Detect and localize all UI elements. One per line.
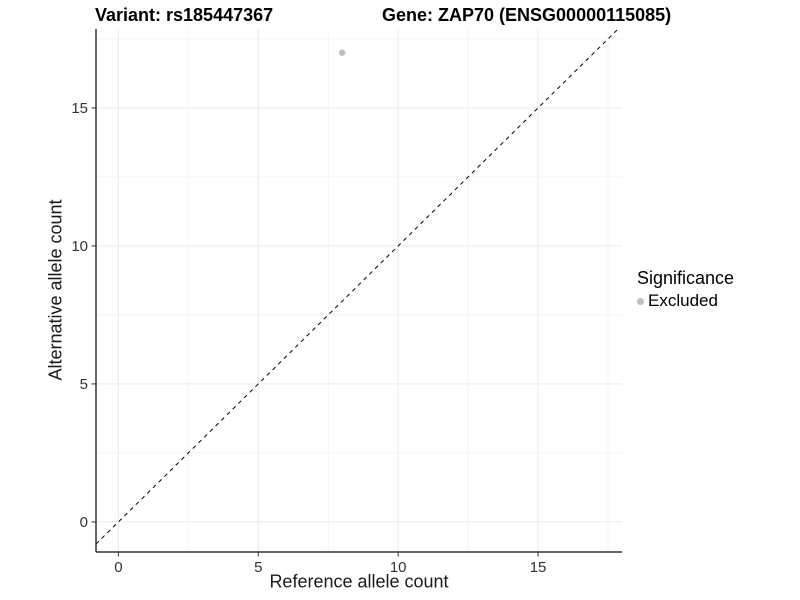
y-tick-label: 10 xyxy=(71,238,88,255)
legend-item-excluded: Excluded xyxy=(637,291,734,311)
y-axis-title: Alternative allele count xyxy=(45,199,66,381)
legend-title: Significance xyxy=(637,268,735,288)
y-tick-label: 15 xyxy=(71,100,88,117)
legend: Significance Excluded xyxy=(637,268,734,311)
y-tick-label: 0 xyxy=(80,514,88,531)
legend-dot-icon xyxy=(637,297,644,305)
x-axis-title: Reference allele count xyxy=(269,571,449,592)
data-point xyxy=(339,49,346,56)
legend-item-label: Excluded xyxy=(648,291,718,310)
y-tick-label: 5 xyxy=(80,376,88,393)
x-tick-label: 10 xyxy=(390,559,407,576)
identity-line xyxy=(95,28,619,545)
gene-title: Gene: ZAP70 (ENSG00000115085) xyxy=(382,5,672,25)
x-tick-label: 5 xyxy=(254,559,262,576)
x-tick-label: 0 xyxy=(114,559,122,576)
variant-title: Variant: rs185447367 xyxy=(95,5,274,25)
x-tick-label: 15 xyxy=(530,559,547,576)
